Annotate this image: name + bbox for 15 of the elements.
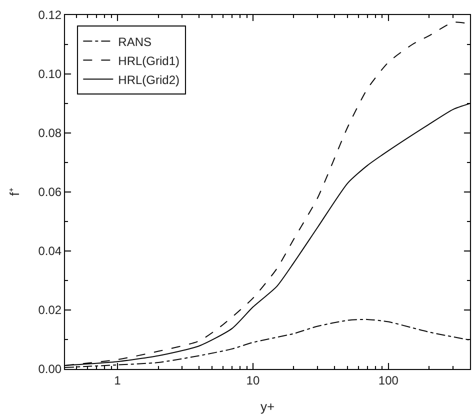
y-tick-label: 0.06 [38,185,62,200]
x-tick-label: 100 [378,373,399,388]
y-axis-title: f⁺ [7,188,22,196]
y-tick-label: 0.00 [38,362,62,376]
x-axis-title: y+ [260,399,275,414]
legend-label: RANS [118,34,152,49]
x-tick-label: 1 [114,373,122,388]
x-tick-label: 10 [246,373,260,388]
legend-label: HRL(Grid1) [118,54,180,68]
y-tick-label: 0.08 [38,126,62,140]
y-tick-label: 0.04 [38,244,62,258]
y-tick-label: 0.10 [38,67,62,82]
y-tick-label: 0.02 [38,303,62,318]
y-tick-label: 0.12 [38,8,62,22]
legend-label: HRL(Grid2) [118,72,180,87]
